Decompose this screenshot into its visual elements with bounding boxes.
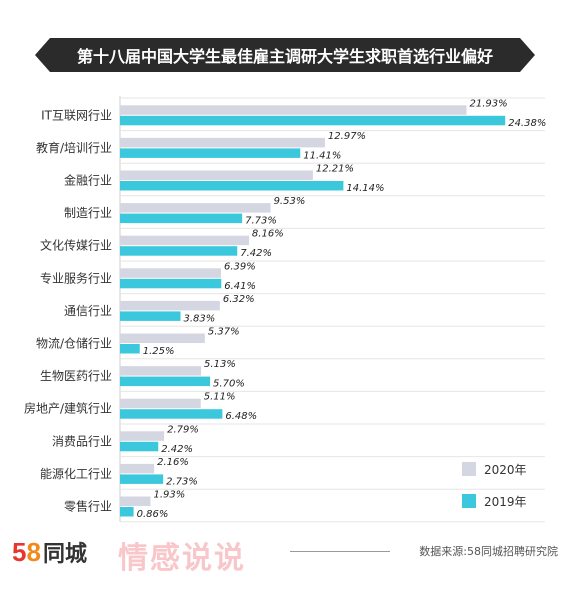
legend-label-2020: 2020年 [484,463,527,477]
watermark: 情感说说 [118,541,246,576]
bar-2020 [120,170,313,180]
bar-2020 [120,496,151,506]
value-label-2019: 6.41% [224,281,256,292]
value-label-2019: 7.73% [245,216,277,227]
bar-2019 [120,344,140,354]
value-label-2019: 14.14% [346,183,384,194]
value-label-2019: 2.73% [166,476,198,487]
bar-2019 [120,213,243,224]
legend: 2020年 2019年 [462,462,527,509]
value-label-2020: 6.32% [223,294,255,305]
bar-2019 [120,376,211,387]
category-label: 教育/培训行业 [36,140,112,155]
category-label: 生物医药行业 [40,369,112,383]
bar-chart: IT互联网行业教育/培训行业金融行业制造行业文化传媒行业专业服务行业通信行业物流… [24,96,547,523]
value-label-2019: 0.86% [137,509,169,520]
bar-2020 [120,300,220,311]
value-label-2020: 5.11% [204,392,236,403]
legend-swatch-2020 [462,462,476,476]
bar-2020 [120,137,325,148]
value-label-2020: 12.97% [328,131,366,142]
legend-swatch-2019 [462,494,476,508]
value-label-2019: 6.48% [225,411,257,422]
value-label-2020: 21.93% [469,98,507,109]
bar-2019 [120,246,238,256]
bar-2019 [120,181,344,191]
bar-2019 [120,474,164,484]
bar-2019 [120,115,506,126]
value-label-2019: 2.42% [161,444,193,455]
bar-2019 [120,148,301,158]
bar-2020 [120,203,271,213]
bar-2019 [120,311,181,321]
value-label-2020: 8.16% [252,229,284,240]
value-label-2020: 6.39% [224,261,256,272]
category-label: 能源化工行业 [40,467,112,481]
bar-2020 [120,431,165,441]
category-label: IT互联网行业 [41,108,112,122]
legend-label-2019: 2019年 [484,495,527,509]
category-label: 通信行业 [64,304,112,318]
category-label: 文化传媒行业 [40,238,112,253]
logo-digit-5: 5 [12,537,27,567]
bar-2019 [120,409,223,419]
bar-2019 [120,441,159,452]
bar-2020 [120,235,249,246]
value-label-2019: 5.70% [213,379,245,390]
category-label: 专业服务行业 [40,270,112,285]
category-labels: IT互联网行业教育/培训行业金融行业制造行业文化传媒行业专业服务行业通信行业物流… [24,108,112,513]
source-divider [290,551,390,552]
chart-title: 第十八届中国大学生最佳雇主调研大学生求职首选行业偏好 [35,38,535,72]
value-label-2020: 9.53% [274,196,306,207]
data-source: 数据来源:58同城招聘研究院 [419,545,558,558]
category-label: 零售行业 [64,499,112,514]
value-label-2019: 1.25% [143,346,175,357]
category-label: 制造行业 [64,206,112,220]
bar-2020 [120,333,205,343]
value-label-2019: 3.83% [184,313,216,324]
category-label: 消费品行业 [52,434,112,448]
bar-2020 [120,366,202,376]
bar-2019 [120,507,134,517]
logo-digit-8: 8 [26,537,41,567]
bar-2020 [120,268,221,278]
bars [120,105,506,517]
bar-2020 [120,105,467,115]
category-label: 房地产/建筑行业 [24,401,112,416]
category-label: 金融行业 [64,173,112,188]
value-label-2019: 7.42% [240,248,272,259]
logo-text: 同城 [42,541,87,566]
value-labels: 21.93%24.38% 12.97% 11.41% 12.21% 14.14% 9.53… [137,98,547,520]
bar-2020 [120,463,155,474]
brand-logo: 5 8 同城 [12,536,87,568]
value-label-2020: 1.93% [153,490,185,501]
value-label-2020: 5.37% [208,327,240,338]
value-label-2020: 5.13% [204,359,236,370]
value-label-2019: 11.41% [303,150,341,161]
value-label-2020: 12.21% [316,164,354,175]
value-label-2020: 2.79% [167,424,199,435]
bar-2019 [120,278,222,289]
bar-2020 [120,398,201,409]
value-label-2020: 2.16% [157,457,189,468]
category-label: 物流/仓储行业 [36,336,112,351]
value-label-2019: 24.38% [508,118,546,129]
